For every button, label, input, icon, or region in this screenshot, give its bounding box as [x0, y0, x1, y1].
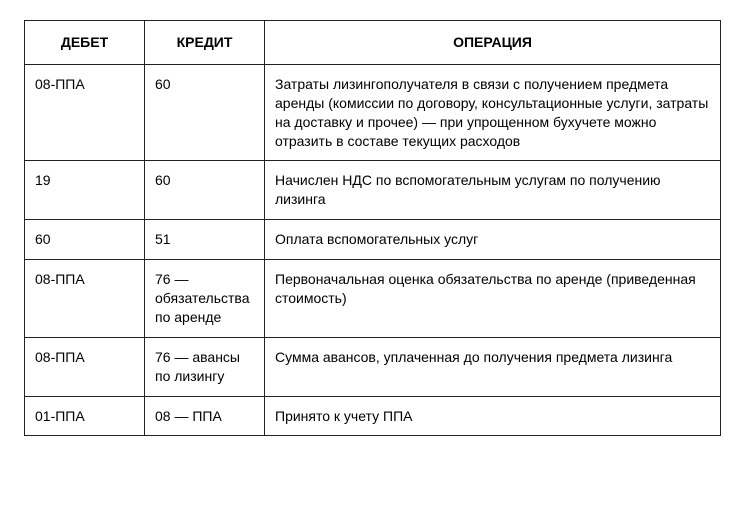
- cell-debit: 08-ППА: [25, 260, 145, 338]
- col-header-debit: ДЕБЕТ: [25, 21, 145, 65]
- cell-credit: 60: [145, 64, 265, 161]
- cell-operation: Оплата вспомогательных услуг: [265, 220, 721, 260]
- col-header-operation: ОПЕРАЦИЯ: [265, 21, 721, 65]
- cell-debit: 08-ППА: [25, 64, 145, 161]
- cell-operation: Затраты лизингополучателя в связи с полу…: [265, 64, 721, 161]
- col-header-credit: КРЕДИТ: [145, 21, 265, 65]
- table-header-row: ДЕБЕТ КРЕДИТ ОПЕРАЦИЯ: [25, 21, 721, 65]
- cell-debit: 08-ППА: [25, 337, 145, 396]
- table-row: 08-ППА 76 — авансы по лизингу Сумма аван…: [25, 337, 721, 396]
- cell-credit: 51: [145, 220, 265, 260]
- cell-debit: 60: [25, 220, 145, 260]
- table-row: 08-ППА 76 — обязательства по аренде Перв…: [25, 260, 721, 338]
- cell-credit: 08 — ППА: [145, 396, 265, 436]
- cell-operation: Сумма авансов, уплаченная до получения п…: [265, 337, 721, 396]
- accounting-entries-table: ДЕБЕТ КРЕДИТ ОПЕРАЦИЯ 08-ППА 60 Затраты …: [24, 20, 721, 436]
- cell-debit: 01-ППА: [25, 396, 145, 436]
- cell-credit: 76 — обязательства по аренде: [145, 260, 265, 338]
- cell-credit: 60: [145, 161, 265, 220]
- table-row: 01-ППА 08 — ППА Принято к учету ППА: [25, 396, 721, 436]
- table-row: 19 60 Начислен НДС по вспомогательным ус…: [25, 161, 721, 220]
- cell-operation: Первоначальная оценка обязательства по а…: [265, 260, 721, 338]
- cell-debit: 19: [25, 161, 145, 220]
- page-container: ДЕБЕТ КРЕДИТ ОПЕРАЦИЯ 08-ППА 60 Затраты …: [0, 0, 745, 513]
- cell-operation: Начислен НДС по вспомогательным услугам …: [265, 161, 721, 220]
- table-row: 08-ППА 60 Затраты лизингополучателя в св…: [25, 64, 721, 161]
- cell-credit: 76 — авансы по лизингу: [145, 337, 265, 396]
- cell-operation: Принято к учету ППА: [265, 396, 721, 436]
- table-row: 60 51 Оплата вспомогательных услуг: [25, 220, 721, 260]
